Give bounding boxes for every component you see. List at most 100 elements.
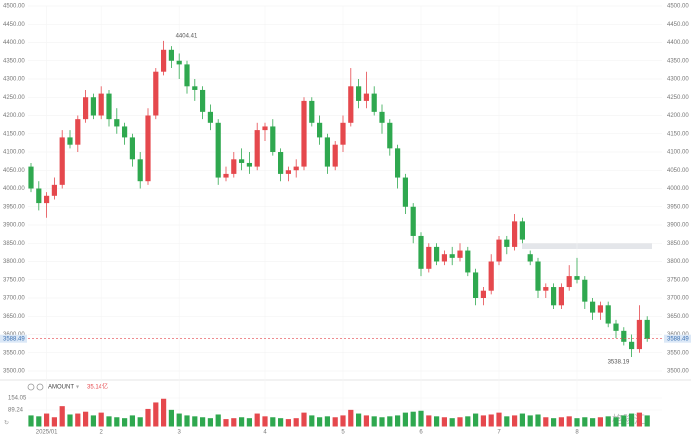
y-tick-label: 3900.00	[3, 223, 25, 229]
y-tick-label: 3650.00	[3, 314, 25, 320]
eye-icon[interactable]	[36, 383, 44, 391]
range-band	[522, 243, 652, 249]
indicator-name[interactable]: AMOUNT	[48, 385, 74, 391]
volume-bar	[285, 419, 291, 427]
volume-bar	[457, 417, 463, 427]
candle-body	[457, 250, 463, 258]
volume-bar	[317, 417, 323, 427]
candle-body	[98, 93, 104, 116]
y-tick-label: 4450.00	[3, 22, 25, 28]
volume-bar	[278, 418, 284, 427]
candle-body	[301, 100, 307, 167]
candle-body	[293, 166, 299, 171]
candle-body	[340, 122, 346, 145]
volume-bar	[90, 415, 96, 427]
candle-body	[473, 272, 479, 298]
candle-body	[574, 276, 580, 280]
candle-body	[527, 254, 533, 262]
volume-bar	[98, 412, 104, 427]
volume-bar	[106, 416, 112, 427]
candle-body	[582, 279, 588, 302]
volume-bar	[231, 418, 237, 427]
volume-bar	[340, 415, 346, 427]
y-tick-label: 3800.00	[3, 259, 25, 265]
y-tick-label: 3850.00	[3, 241, 25, 247]
volume-bar	[590, 418, 596, 427]
candle-body	[192, 86, 198, 90]
dropdown-arrow[interactable]: ▾	[76, 385, 79, 391]
y-tick-label: 4250.00	[3, 95, 25, 101]
y-tick-label: 3650.00	[667, 314, 689, 320]
candle-body	[558, 287, 564, 306]
candle-body	[379, 111, 385, 123]
candle-body	[636, 319, 642, 350]
volume-bar	[332, 417, 338, 427]
candle-body	[44, 195, 50, 204]
y-tick-label: 4300.00	[667, 77, 689, 83]
candle-body	[28, 166, 34, 189]
volume-bar	[239, 417, 245, 427]
candle-body	[317, 122, 323, 138]
volume-bar	[488, 414, 494, 427]
high-annotation: 4404.41	[176, 33, 198, 39]
y-tick-label: 4400.00	[667, 40, 689, 46]
y-tick-label: 3550.00	[667, 350, 689, 356]
volume-bar	[395, 415, 401, 427]
volume-tick-label: 154.05	[8, 396, 27, 402]
volume-bar	[543, 417, 549, 427]
x-tick-label: 6	[419, 430, 423, 436]
volume-bar	[605, 416, 611, 427]
candle-body	[356, 86, 362, 101]
volume-bar	[137, 417, 143, 427]
y-tick-label: 4200.00	[667, 113, 689, 119]
candle-body	[83, 97, 89, 120]
candle-body	[246, 162, 252, 167]
y-tick-label: 4300.00	[3, 77, 25, 83]
candle-body	[239, 159, 245, 163]
volume-bar	[161, 398, 167, 427]
candle-body	[223, 173, 229, 178]
candle-body	[597, 305, 603, 313]
candle-body	[480, 290, 486, 298]
candle-body	[621, 330, 627, 342]
candle-body	[106, 93, 112, 120]
y-tick-label: 4050.00	[667, 168, 689, 174]
candle-body	[629, 341, 635, 350]
volume-bar	[449, 418, 455, 427]
candle-body	[332, 144, 338, 167]
volume-bar	[36, 416, 42, 427]
candle-body	[644, 319, 650, 339]
candle-body	[168, 49, 174, 61]
y-tick-label: 3950.00	[667, 204, 689, 210]
volume-bar	[348, 409, 354, 427]
candle-body	[262, 126, 268, 131]
candle-body	[387, 122, 393, 149]
x-tick-label: 4	[263, 430, 267, 436]
y-tick-label: 4250.00	[667, 95, 689, 101]
volume-tick-label: 89.24	[8, 408, 24, 414]
volume-bar	[59, 406, 65, 427]
reset-icon[interactable]: ↻	[4, 420, 9, 427]
volume-bar	[246, 418, 252, 427]
volume-bar	[418, 410, 424, 427]
volume-bar	[558, 417, 564, 427]
candle-body	[161, 49, 167, 72]
x-tick-label: 7	[497, 430, 501, 436]
y-tick-label: 3800.00	[667, 259, 689, 265]
volume-bar	[293, 418, 299, 427]
candle-body	[90, 97, 96, 116]
y-tick-label: 3500.00	[667, 369, 689, 375]
candle-body	[153, 71, 159, 116]
candle-body	[184, 64, 190, 87]
volume-bar	[215, 414, 221, 427]
volume-bar	[83, 411, 89, 427]
volume-bar	[441, 417, 447, 427]
settings-icon[interactable]	[27, 383, 35, 391]
candle-body	[51, 184, 57, 196]
volume-bar	[434, 416, 440, 427]
last-price-tag	[0, 334, 27, 343]
candle-body	[176, 60, 182, 65]
y-tick-label: 3750.00	[667, 277, 689, 283]
candle-body	[465, 250, 471, 273]
